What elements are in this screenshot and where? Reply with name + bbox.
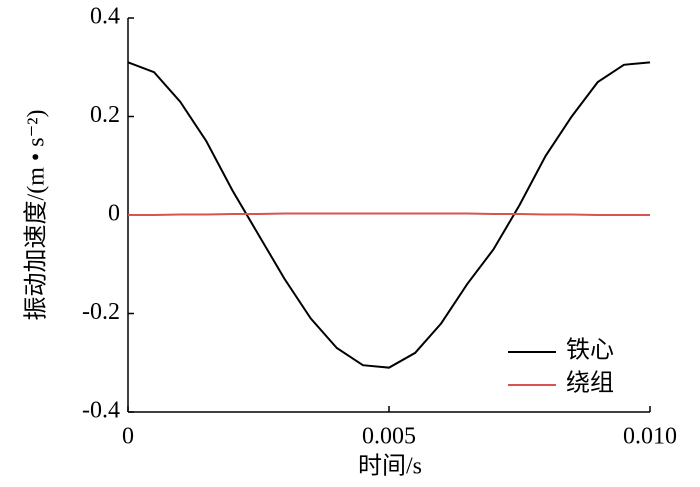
y-tick-label: 0.4 [90, 4, 120, 30]
y-tick-label: 0.2 [90, 102, 120, 128]
y-tick-label: -0.2 [82, 299, 120, 325]
legend-label: 绕组 [566, 370, 614, 397]
x-tick-label: 0.010 [623, 424, 677, 450]
x-tick-label: 0.005 [362, 424, 416, 450]
x-tick-label: 0 [122, 424, 134, 450]
data-line [128, 212, 650, 216]
y-tick-label: -0.4 [82, 398, 120, 424]
x-axis-label: 时间/s [358, 453, 422, 480]
y-tick-label: 0 [108, 201, 120, 227]
data-line [127, 61, 651, 369]
y-axis-label: 振动加速度/(m • s⁻²) [23, 110, 50, 321]
legend-label: 铁心 [566, 337, 614, 364]
